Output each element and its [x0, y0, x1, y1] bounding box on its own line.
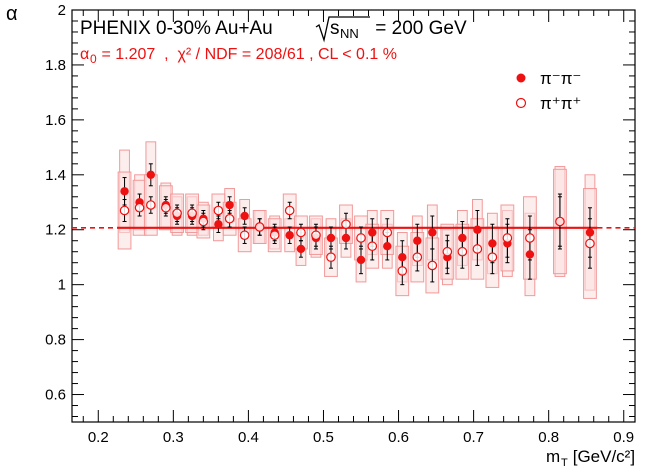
data-point-pip	[382, 227, 393, 238]
data-point-pim	[398, 253, 407, 262]
energy-label: s NN = 200 GeV	[315, 16, 467, 43]
data-point-pim	[356, 255, 366, 265]
data-point-pip	[487, 252, 498, 263]
y-tick-label: 0.8	[45, 332, 66, 349]
legend-label-pip: π⁺π⁺	[540, 94, 581, 113]
y-tick-label: 1.2	[45, 222, 66, 239]
data-point-pip	[213, 205, 224, 216]
x-tick-label: 0.9	[613, 429, 634, 446]
data-point-pim	[428, 228, 437, 237]
chart-title: PHENIX 0-30% Au+Au	[80, 18, 273, 39]
data-point-pip	[187, 208, 197, 219]
data-point-pip	[502, 233, 513, 243]
x-axis-title-m: m	[546, 447, 560, 466]
data-point-pip	[356, 233, 366, 243]
data-point-pip	[284, 205, 295, 216]
fit-alpha-symbol: α	[80, 46, 89, 63]
x-tick-label: 0.3	[163, 429, 184, 446]
data-point-pip	[555, 216, 565, 227]
data-point-pim	[383, 242, 392, 251]
x-tick-label: 0.2	[88, 429, 109, 446]
data-point-pim	[585, 228, 595, 237]
data-point-pim	[120, 187, 129, 196]
x-tick-label: 0.4	[238, 429, 259, 446]
sqrt-sign	[315, 16, 370, 43]
data-point-pim	[341, 233, 351, 243]
y-tick-label: 1.6	[45, 112, 66, 129]
data-point-pim	[296, 244, 306, 254]
data-point-pip	[367, 241, 378, 252]
data-point-pim	[458, 233, 467, 243]
x-tick-label: 0.8	[538, 429, 559, 446]
fit-summary: = 1.207 , χ² / NDF = 208/61 , CL < 0.1 %	[97, 46, 397, 63]
data-point-pip	[146, 200, 156, 210]
energy-subscript: NN	[340, 26, 359, 41]
data-point-pip	[457, 246, 468, 257]
data-point-pip	[239, 230, 250, 241]
data-point-pim	[214, 220, 223, 229]
x-axis: 0.2 0.3 0.4 0.5 0.6 0.7 0.8 0.9	[82, 10, 634, 446]
data-point-pip	[326, 252, 336, 263]
data-point-pip	[269, 230, 280, 241]
legend-marker-filled	[516, 73, 526, 83]
data-markers	[119, 170, 595, 276]
data-point-pip	[134, 202, 145, 213]
x-tick-label: 0.7	[463, 429, 484, 446]
systematic-boxes	[117, 141, 597, 299]
energy-value: = 200 GeV	[370, 18, 467, 39]
data-point-pim	[368, 228, 377, 237]
data-point-pip	[397, 266, 408, 276]
y-tick-label: 2	[58, 2, 66, 19]
x-axis-title-sub: T	[561, 457, 568, 469]
data-point-pip	[442, 246, 453, 257]
data-point-pim	[146, 170, 156, 179]
data-point-pip	[224, 213, 235, 224]
y-tick-label: 1.4	[45, 167, 66, 184]
x-tick-label: 0.6	[388, 429, 409, 446]
data-point-pip	[254, 222, 265, 232]
data-point-pim	[240, 211, 249, 221]
legend-marker-open	[515, 97, 527, 109]
x-axis-title-unit: [GeV/c²]	[568, 447, 635, 466]
legend-label-pim: π⁻π⁻	[540, 69, 581, 88]
fit-result: α 0 = 1.207 , χ² / NDF = 208/61 , CL < 0…	[80, 46, 397, 66]
data-point-pip	[296, 227, 306, 238]
y-tick-label: 0.6	[45, 387, 66, 404]
energy-s: s	[330, 18, 340, 39]
data-point-pim	[488, 239, 497, 248]
data-point-pip	[585, 238, 595, 249]
y-axis: 0.6 0.8 1 1.2 1.4 1.6 1.8 2	[45, 2, 635, 418]
data-point-pim	[225, 200, 234, 210]
data-point-pip	[172, 208, 182, 219]
data-point-pip	[525, 233, 535, 243]
x-tick-label: 0.5	[313, 429, 334, 446]
data-point-pim	[525, 250, 535, 259]
data-point-pip	[119, 205, 130, 216]
data-point-pip	[198, 216, 209, 227]
data-point-pip	[341, 219, 351, 230]
y-tick-label: 1	[58, 277, 66, 294]
data-point-pim	[326, 233, 336, 243]
data-point-pip	[472, 244, 483, 254]
x-axis-title: m T [GeV/c²]	[546, 447, 635, 469]
data-point-pip	[412, 252, 423, 263]
data-point-pim	[473, 225, 482, 234]
data-point-pim	[413, 236, 422, 245]
fit-alpha-subscript: 0	[90, 52, 97, 66]
legend: π⁻π⁻ π⁺π⁺	[515, 69, 581, 113]
y-tick-label: 1.8	[45, 57, 66, 74]
data-point-pip	[427, 260, 438, 271]
data-point-pim	[285, 231, 294, 240]
data-point-pip	[311, 230, 321, 241]
y-axis-title: α	[6, 3, 18, 25]
data-point-pip	[161, 202, 171, 213]
